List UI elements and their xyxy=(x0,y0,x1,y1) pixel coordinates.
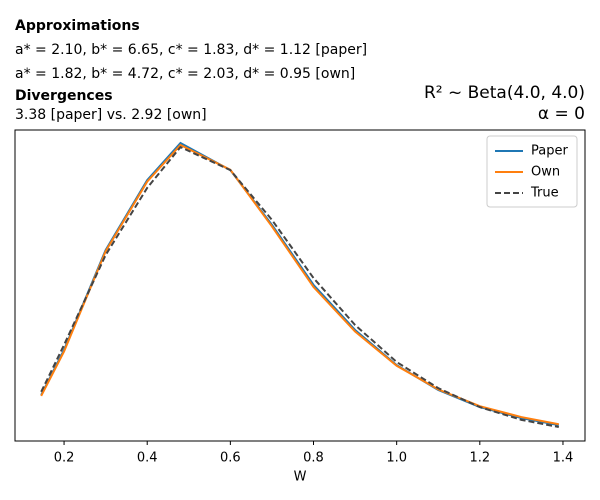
legend-label: Paper xyxy=(531,144,568,159)
x-tick-label: 1.0 xyxy=(386,451,407,466)
x-tick-label: 0.2 xyxy=(54,451,75,466)
legend-label: Own xyxy=(531,165,560,180)
x-axis-label: W xyxy=(294,470,307,485)
series-line xyxy=(40,141,559,427)
legend-box xyxy=(486,135,578,208)
legend-label: True xyxy=(530,186,559,201)
right-title: R² ~ Beta(4.0, 4.0) xyxy=(424,83,585,103)
series-line xyxy=(40,143,559,426)
heading: Approximations xyxy=(15,18,140,34)
heading: Divergences xyxy=(15,88,113,104)
params-line: a* = 1.82, b* = 4.72, c* = 2.03, d* = 0.… xyxy=(15,66,355,82)
x-tick-label: 1.2 xyxy=(469,451,490,466)
x-tick-label: 0.8 xyxy=(303,451,324,466)
plot-frame xyxy=(14,129,586,442)
right-title: α = 0 xyxy=(538,104,585,124)
divergence-line: 3.38 [paper] vs. 2.92 [own] xyxy=(15,107,207,123)
x-tick-label: 0.6 xyxy=(220,451,241,466)
series-line xyxy=(40,145,559,428)
x-tick-label: 0.4 xyxy=(137,451,158,466)
x-tick-label: 1.4 xyxy=(553,451,574,466)
params-line: a* = 2.10, b* = 6.65, c* = 1.83, d* = 1.… xyxy=(15,42,367,58)
